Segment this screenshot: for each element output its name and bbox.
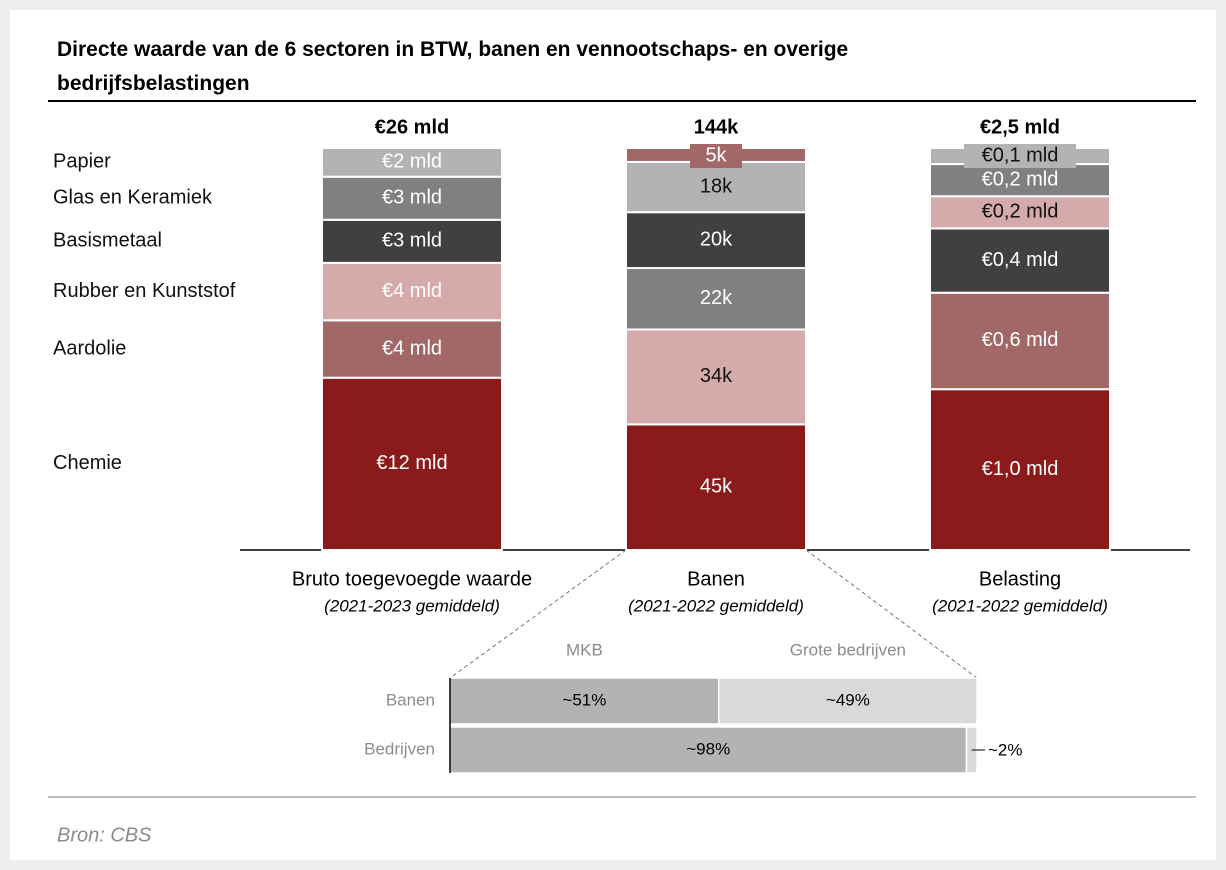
bar-segment [625,211,807,270]
bar-segment [321,261,503,322]
bar-segment [929,227,1111,294]
value-label: 20k [700,228,733,250]
bar-segment [321,319,503,379]
breakdown-segment [718,677,978,725]
zoom-line [805,549,978,679]
value-label: 5k [705,144,727,166]
value-label: ~49% [826,690,870,709]
bar-segment [929,291,1111,391]
category-subtitle: (2021-2023 gemiddeld) [324,596,500,615]
bar-segment [929,163,1111,198]
bar-segment [929,388,1111,552]
bar-segment [321,147,503,178]
category-label: Belasting [979,568,1061,590]
value-label: €3 mld [382,230,442,252]
column-header: Grote bedrijven [790,640,906,659]
legend-label: Papier [53,151,111,173]
row-label: Banen [386,690,435,709]
total-label: €2,5 mld [980,116,1060,138]
value-label: €0,2 mld [982,168,1059,190]
legend-label: Glas en Keramiek [53,187,213,209]
value-label: €0,6 mld [982,329,1059,351]
bar-segment [625,160,807,214]
zoom-line [449,549,627,679]
value-label: 34k [700,365,733,387]
category-subtitle: (2021-2022 gemiddeld) [932,596,1108,615]
value-label: ~2% [988,740,1023,759]
label-box [964,144,1076,168]
label-box [690,144,742,168]
value-label: €3 mld [382,187,442,209]
value-label: 18k [700,175,733,197]
total-label: €26 mld [375,116,449,138]
bar-segment [321,376,503,552]
value-label: €0,1 mld [982,144,1059,166]
column-header: MKB [566,640,603,659]
bar-segment [625,328,807,426]
category-label: Bruto toegevoegde waarde [292,568,532,590]
value-label: ~51% [562,690,606,709]
value-label: €12 mld [376,452,447,474]
value-label: €4 mld [382,280,442,302]
value-label: €0,4 mld [982,249,1059,271]
category-subtitle: (2021-2022 gemiddeld) [628,596,804,615]
value-label: ~98% [686,739,730,758]
legend-label: Basismetaal [53,230,162,252]
legend-label: Aardolie [53,337,126,359]
value-label: 45k [700,475,733,497]
total-label: 144k [694,116,739,138]
bar-segment [321,218,503,264]
legend-label: Chemie [53,452,122,474]
row-label: Bedrijven [364,739,435,758]
value-label: €4 mld [382,337,442,359]
bar-segment [321,175,503,221]
value-label: €0,2 mld [982,201,1059,223]
bar-segment [929,195,1111,230]
value-label: 22k [700,287,733,309]
value-label: €1,0 mld [982,458,1059,480]
category-label: Banen [687,568,745,590]
legend-label: Rubber en Kunststof [53,280,236,302]
value-label: €2 mld [382,151,442,173]
source: Bron: CBS [57,824,152,846]
chart-title: Directe waarde van de 6 sectoren in BTW,… [57,38,849,95]
